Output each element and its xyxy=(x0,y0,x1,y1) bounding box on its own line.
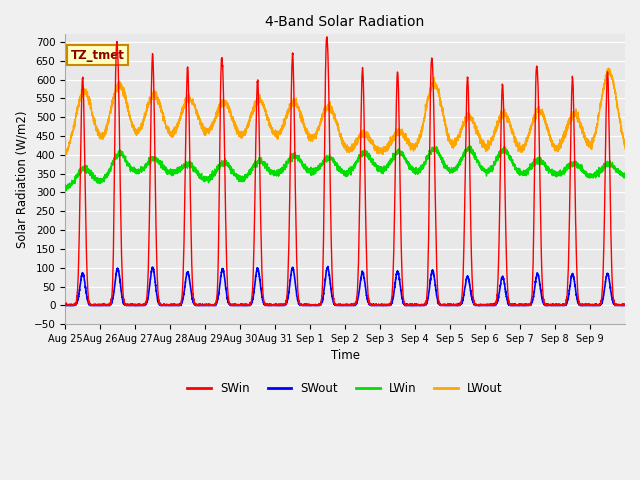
Y-axis label: Solar Radiation (W/m2): Solar Radiation (W/m2) xyxy=(15,110,28,248)
Title: 4-Band Solar Radiation: 4-Band Solar Radiation xyxy=(266,15,425,29)
Text: TZ_tmet: TZ_tmet xyxy=(71,49,125,62)
X-axis label: Time: Time xyxy=(331,349,360,362)
Legend: SWin, SWout, LWin, LWout: SWin, SWout, LWin, LWout xyxy=(182,377,508,399)
